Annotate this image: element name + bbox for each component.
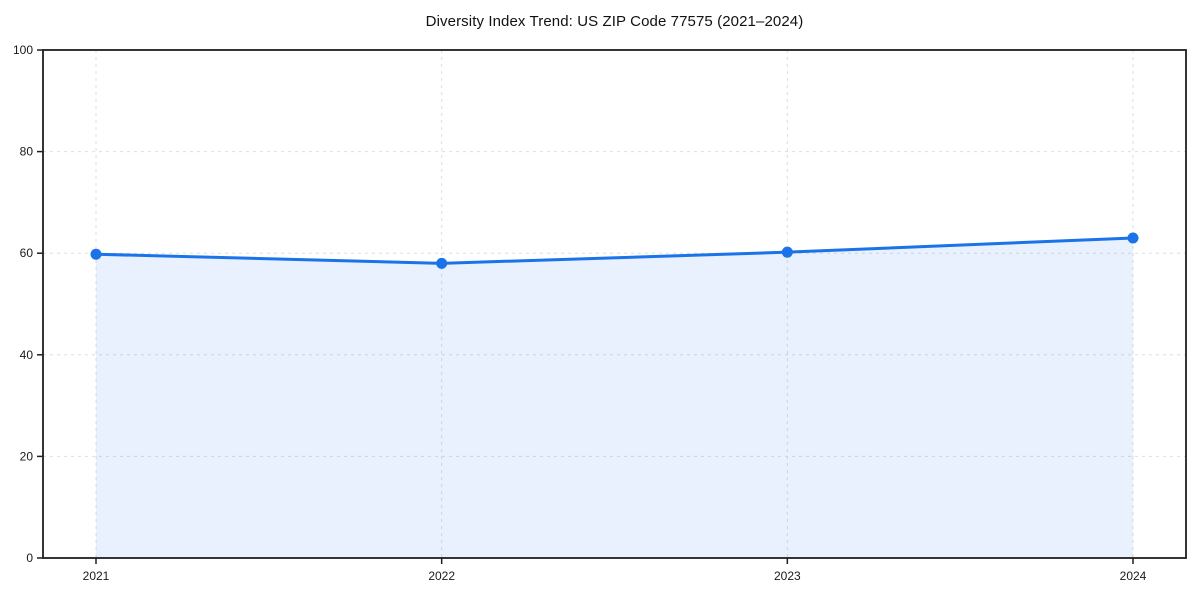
area-fill <box>96 237 1133 558</box>
y-tick-label: 20 <box>20 449 34 463</box>
x-tick-label: 2022 <box>428 569 455 583</box>
y-tick-label: 100 <box>13 43 33 57</box>
y-tick-label: 80 <box>20 145 34 159</box>
chart-title: Diversity Index Trend: US ZIP Code 77575… <box>425 13 804 30</box>
data-point-2021 <box>90 248 102 260</box>
data-point-2022 <box>436 257 448 269</box>
y-tick-label: 60 <box>20 246 34 260</box>
x-tick-label: 2024 <box>1120 569 1147 583</box>
data-point-2024 <box>1127 232 1139 244</box>
x-tick-label: 2023 <box>774 569 801 583</box>
trend-line <box>94 236 1135 265</box>
y-tick-label: 40 <box>20 348 34 362</box>
plot-border <box>42 49 1187 559</box>
x-tick-label: 2021 <box>83 569 110 583</box>
y-tick-label: 0 <box>26 551 33 565</box>
data-point-2023 <box>781 246 793 258</box>
